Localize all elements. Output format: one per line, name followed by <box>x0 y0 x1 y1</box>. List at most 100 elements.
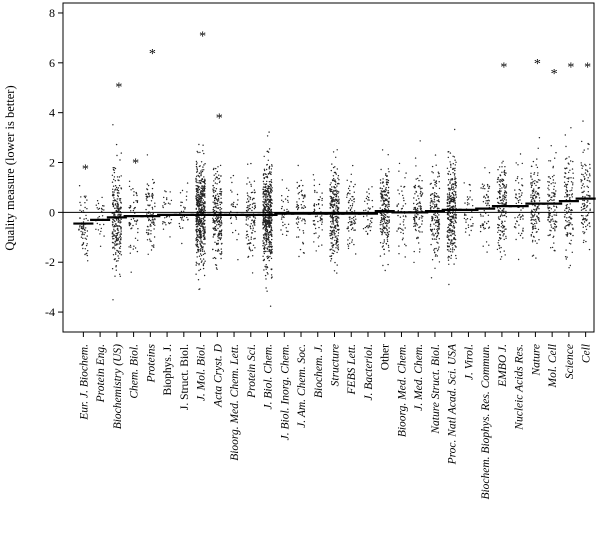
data-point <box>564 196 566 198</box>
data-point <box>433 207 435 209</box>
data-point <box>203 250 205 252</box>
data-point <box>332 200 334 202</box>
data-point <box>321 199 323 202</box>
data-point <box>486 204 488 207</box>
data-point <box>336 183 339 185</box>
data-point <box>154 205 156 208</box>
data-point <box>219 188 221 190</box>
data-point <box>583 199 586 202</box>
data-point <box>153 244 155 246</box>
data-point <box>450 231 452 233</box>
data-point <box>335 206 337 208</box>
data-point <box>587 186 589 189</box>
data-point <box>204 230 206 232</box>
data-point <box>249 216 251 218</box>
data-point <box>179 227 182 229</box>
data-point <box>217 232 220 234</box>
data-point <box>388 200 390 203</box>
data-point <box>455 221 457 224</box>
data-point <box>564 209 566 211</box>
data-point <box>419 140 421 142</box>
data-point <box>497 226 500 229</box>
data-point <box>128 221 130 224</box>
data-point <box>453 233 456 235</box>
data-point <box>552 182 554 184</box>
data-point <box>530 216 532 219</box>
x-tick-label: EMBO J. <box>497 344 509 388</box>
data-point <box>454 176 456 178</box>
data-point <box>135 200 137 202</box>
data-point <box>246 183 248 185</box>
data-point <box>332 249 334 252</box>
data-point <box>253 202 255 204</box>
data-point <box>150 240 152 242</box>
data-point <box>269 192 271 194</box>
data-point <box>151 197 154 199</box>
data-point <box>203 243 205 245</box>
data-point <box>531 199 533 201</box>
data-point <box>454 219 456 222</box>
data-point <box>454 183 456 185</box>
data-point <box>220 248 222 250</box>
data-point <box>453 156 456 158</box>
data-point <box>151 245 153 247</box>
data-point <box>119 208 121 210</box>
data-point <box>538 212 540 214</box>
data-point <box>530 234 532 236</box>
data-point <box>99 245 102 247</box>
data-point <box>352 222 354 224</box>
data-point <box>584 231 586 233</box>
data-point <box>162 228 165 230</box>
data-point <box>285 234 288 236</box>
data-point <box>269 246 271 248</box>
data-point <box>499 234 502 236</box>
data-point <box>564 176 566 178</box>
data-point <box>498 237 501 239</box>
data-point <box>531 200 533 203</box>
data-point <box>197 185 199 187</box>
data-point <box>564 214 566 216</box>
data-point <box>504 196 506 199</box>
data-point <box>250 227 252 230</box>
data-point <box>419 226 421 228</box>
data-point <box>535 220 537 222</box>
data-point <box>146 196 148 199</box>
data-point <box>265 199 267 201</box>
data-point <box>505 210 507 213</box>
data-point <box>162 223 164 225</box>
data-point <box>318 183 321 186</box>
data-point <box>114 180 117 182</box>
data-point <box>354 222 357 224</box>
data-point <box>115 252 117 254</box>
data-point <box>397 209 399 212</box>
data-point <box>455 217 457 219</box>
data-point <box>516 198 518 200</box>
data-point <box>117 232 119 234</box>
data-point <box>331 245 333 247</box>
data-point <box>336 205 338 207</box>
data-point <box>199 241 201 243</box>
data-point <box>418 218 420 220</box>
data-point <box>554 193 556 196</box>
data-point <box>380 214 382 216</box>
data-point <box>587 214 589 216</box>
data-point <box>199 180 201 182</box>
data-point <box>128 180 131 182</box>
data-point <box>433 179 435 181</box>
data-point <box>515 162 517 164</box>
data-point <box>329 188 331 190</box>
data-point <box>484 188 486 190</box>
data-point <box>83 233 85 236</box>
data-point <box>196 232 198 234</box>
data-point <box>253 192 256 194</box>
data-point <box>196 236 198 239</box>
data-point <box>315 204 318 206</box>
data-point <box>503 173 506 176</box>
data-point <box>537 179 540 181</box>
data-point <box>117 221 120 223</box>
data-point <box>262 221 264 224</box>
data-point <box>432 238 434 240</box>
data-point <box>499 230 502 232</box>
data-point <box>202 194 204 196</box>
data-point <box>330 182 332 184</box>
